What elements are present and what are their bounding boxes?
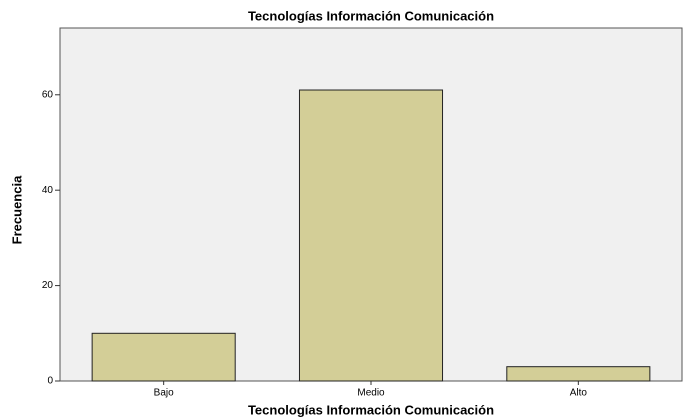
bar xyxy=(91,332,236,382)
y-tick-label: 60 xyxy=(42,89,54,100)
x-axis-label: Tecnologías Información Comunicación xyxy=(248,402,494,417)
y-tick-label: 20 xyxy=(42,280,54,291)
y-tick-label: 0 xyxy=(47,376,53,387)
y-tick-label: 40 xyxy=(42,185,54,196)
y-axis-label: Frecuencia xyxy=(9,175,24,244)
x-tick-label: Alto xyxy=(570,388,588,399)
chart-title: Tecnologías Información Comunicación xyxy=(248,8,494,23)
bar xyxy=(298,89,444,382)
x-tick-label: Bajo xyxy=(154,388,174,399)
x-tick-label: Medio xyxy=(357,388,385,399)
bar xyxy=(506,366,651,382)
